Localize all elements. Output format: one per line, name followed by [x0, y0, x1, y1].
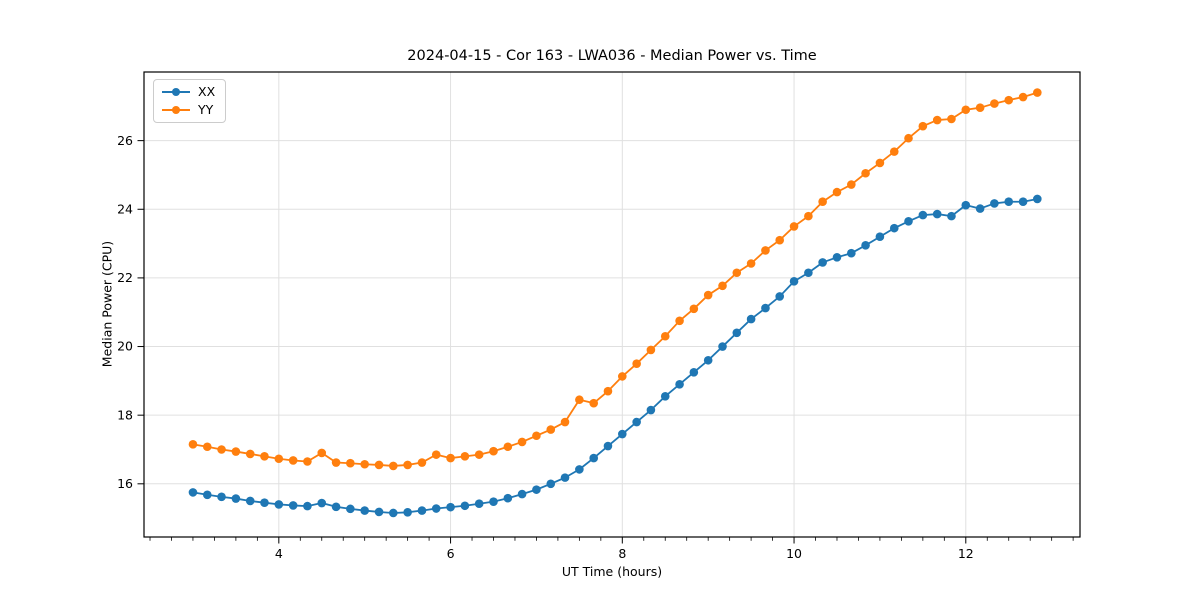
svg-text:26: 26 [117, 133, 133, 148]
svg-text:8: 8 [618, 546, 626, 561]
legend: XX YY [153, 79, 227, 123]
svg-text:22: 22 [117, 270, 133, 285]
legend-swatch-yy-icon [162, 105, 190, 114]
legend-swatch-xx-icon [162, 88, 190, 97]
svg-text:18: 18 [117, 407, 133, 422]
legend-item-yy: YY [162, 101, 215, 117]
svg-text:24: 24 [117, 201, 133, 216]
svg-text:16: 16 [117, 476, 133, 491]
chart-title: 2024-04-15 - Cor 163 - LWA036 - Median P… [407, 48, 817, 64]
svg-text:12: 12 [958, 546, 974, 561]
svg-text:10: 10 [786, 546, 802, 561]
legend-item-xx: XX [162, 84, 216, 99]
legend-label-xx: XX [198, 84, 216, 99]
svg-text:20: 20 [117, 339, 133, 354]
x-axis-label: UT Time (hours) [561, 564, 663, 579]
legend-label-yy: YY [198, 101, 214, 117]
svg-text:6: 6 [447, 546, 455, 561]
svg-text:4: 4 [275, 546, 283, 561]
